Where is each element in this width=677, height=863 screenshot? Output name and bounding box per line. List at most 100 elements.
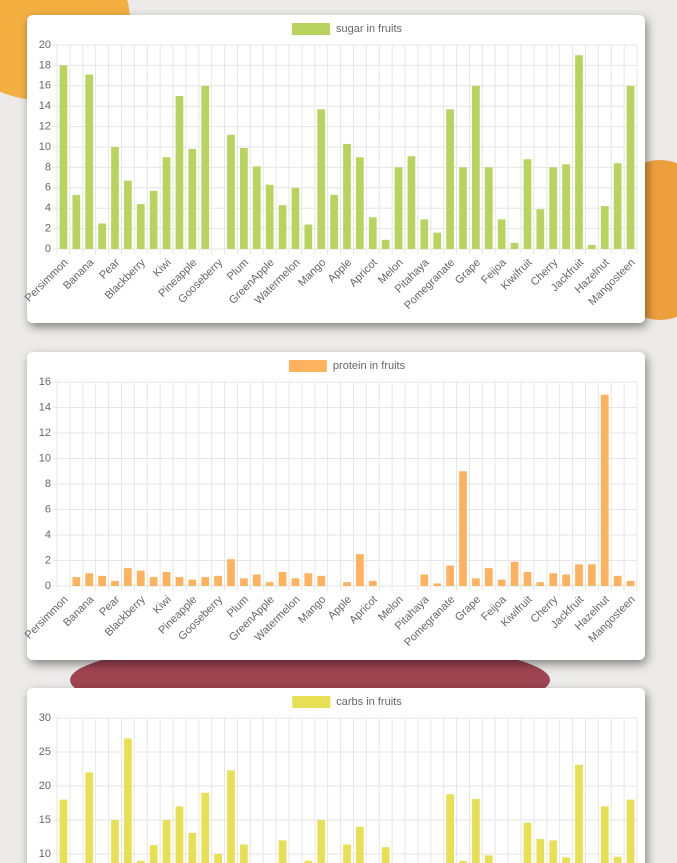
bar: [72, 577, 81, 586]
bar: [175, 96, 184, 249]
bar: [433, 583, 442, 586]
bar: [536, 209, 545, 249]
bar: [201, 577, 210, 586]
bar: [562, 574, 570, 586]
legend-swatch: [292, 696, 331, 708]
bar: [124, 738, 132, 863]
bar: [124, 180, 132, 249]
bar: [356, 554, 364, 586]
bar: [162, 157, 171, 249]
bar: [240, 578, 248, 586]
y-tick-label: 30: [39, 712, 51, 724]
bar: [201, 85, 210, 249]
y-tick-label: 0: [45, 243, 51, 255]
bar: [162, 571, 171, 586]
bar: [240, 844, 248, 863]
bar: [600, 206, 609, 249]
y-tick-label: 14: [39, 401, 51, 413]
legend-swatch: [288, 360, 327, 372]
bar: [317, 109, 326, 249]
bar: [562, 857, 570, 863]
bar: [149, 845, 158, 863]
bar: [85, 573, 94, 586]
bar: [575, 55, 583, 250]
bar: [291, 578, 300, 586]
bar: [484, 167, 493, 249]
bar: [549, 573, 558, 586]
bar: [343, 844, 351, 863]
bar: [227, 770, 235, 863]
card: [27, 688, 645, 863]
bar: [85, 772, 94, 863]
bar: [549, 840, 558, 863]
bar: [111, 820, 119, 863]
bar: [188, 832, 197, 863]
bar: [98, 223, 106, 249]
bar: [343, 582, 351, 586]
y-tick-label: 6: [45, 182, 51, 194]
bar: [368, 580, 377, 586]
bar: [510, 242, 519, 249]
bar: [433, 232, 442, 249]
bar: [575, 564, 583, 586]
chart-card: 1015202530PersimmonBananaPearBlackberryK…: [27, 688, 645, 863]
bar: [588, 244, 596, 249]
bar: [472, 798, 480, 863]
y-tick-label: 10: [39, 452, 51, 464]
bar: [510, 561, 519, 586]
bar: [562, 164, 570, 249]
bar: [304, 860, 313, 863]
bar: [291, 187, 300, 249]
y-tick-label: 12: [39, 121, 51, 133]
legend-label: protein in fruits: [333, 360, 406, 372]
y-tick-label: 12: [39, 427, 51, 439]
y-tick-label: 8: [45, 478, 51, 490]
bar: [523, 571, 532, 586]
bar: [85, 74, 94, 249]
bar: [317, 820, 326, 863]
bar: [626, 799, 635, 863]
bar: [549, 167, 558, 249]
y-tick-label: 16: [39, 80, 51, 92]
y-tick-label: 8: [45, 161, 51, 173]
bar: [356, 157, 364, 249]
y-tick-label: 18: [39, 59, 51, 71]
y-tick-label: 4: [45, 202, 51, 214]
bar: [72, 194, 81, 249]
bar: [626, 85, 635, 249]
bar: [111, 580, 119, 586]
legend: sugar in fruits: [291, 23, 403, 35]
bar: [368, 217, 377, 249]
bar: [446, 565, 454, 586]
bar: [188, 149, 197, 249]
y-tick-label: 20: [39, 39, 51, 51]
y-tick-label: 14: [39, 100, 51, 112]
bar: [484, 855, 493, 863]
y-tick-label: 20: [39, 780, 51, 792]
bar: [98, 575, 106, 586]
bar: [613, 163, 622, 249]
bar: [497, 579, 506, 586]
bar: [136, 570, 145, 586]
bar: [523, 159, 532, 249]
y-tick-label: 2: [45, 223, 51, 235]
bar: [149, 190, 158, 249]
bar: [201, 792, 210, 863]
legend-label: sugar in fruits: [336, 23, 403, 35]
bar: [523, 822, 532, 863]
y-tick-label: 4: [45, 529, 51, 541]
bar: [600, 806, 609, 863]
bar: [304, 573, 313, 586]
bar: [588, 564, 596, 586]
bar: [459, 471, 467, 586]
bar: [278, 840, 287, 863]
bar: [317, 575, 326, 586]
legend-swatch: [291, 23, 330, 35]
bar: [265, 184, 274, 249]
bar: [600, 394, 609, 586]
bar: [472, 85, 480, 249]
legend-label: carbs in fruits: [336, 696, 402, 708]
